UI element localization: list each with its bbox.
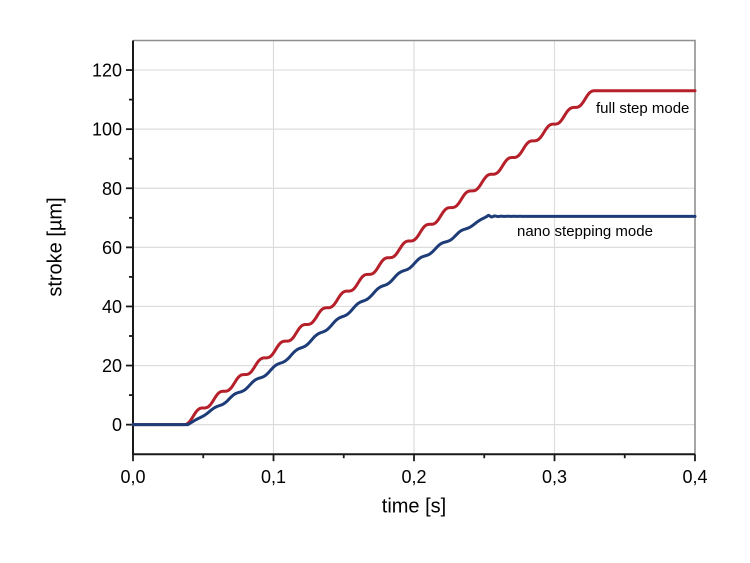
nano-stepping-mode-label: nano stepping mode xyxy=(517,223,653,240)
y-tick-label: 80 xyxy=(102,179,122,199)
y-tick-label: 100 xyxy=(92,120,122,140)
x-axis-title: time [s] xyxy=(381,495,447,518)
axis-ticks xyxy=(126,69,696,462)
x-tick-label: 0,3 xyxy=(542,467,567,487)
gridlines xyxy=(133,40,695,455)
full-step-mode-label: full step mode xyxy=(596,100,690,117)
y-tick-label: 20 xyxy=(102,356,122,376)
nano-stepping-mode-curve xyxy=(131,213,697,427)
full-step-mode-curve xyxy=(131,89,697,427)
x-tick-label: 0,0 xyxy=(120,467,145,487)
curves xyxy=(131,89,697,427)
y-tick-label: 40 xyxy=(102,297,122,317)
tick-labels: 0,0 0,1 0,2 0,3 0,4 0 20 40 60 80 100 120 xyxy=(92,61,708,487)
y-tick-label: 120 xyxy=(92,61,122,81)
x-tick-label: 0,4 xyxy=(682,467,707,487)
plot-frame-top-right xyxy=(133,39,696,455)
x-tick-label: 0,1 xyxy=(261,467,286,487)
x-tick-label: 0,2 xyxy=(401,467,426,487)
y-axis-title: stroke [µm] xyxy=(44,197,67,297)
y-tick-label: 0 xyxy=(112,415,122,435)
y-tick-label: 60 xyxy=(102,238,122,258)
